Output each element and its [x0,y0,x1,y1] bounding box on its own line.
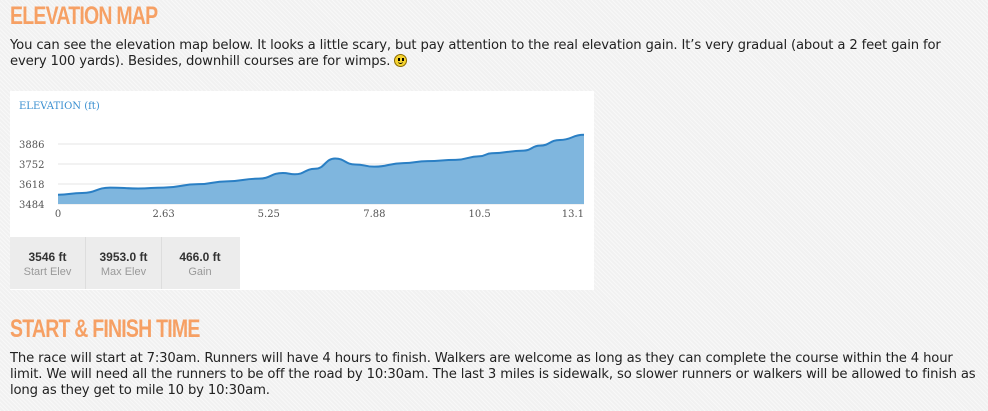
x-tick-label: 7.88 [363,209,385,220]
x-tick-label: 0 [55,209,61,220]
chart-title: ELEVATION (ft) [19,101,100,112]
elevation-chart: ELEVATION (ft) 3484 3618 3752 3886 0 2.63 5.25… [10,91,594,290]
start-finish-heading: START & FINISH TIME [10,315,200,343]
chart-svg: 3484 3618 3752 3886 0 2.63 5.25 7.88 10.5 13.1 [19,133,585,220]
x-tick-label: 5.25 [258,209,280,220]
x-tick-label: 13.1 [562,209,584,220]
stat-label: Max Elev [100,266,147,278]
x-tick-label: 2.63 [152,209,174,220]
elevation-line [57,133,585,196]
intro-text: You can see the elevation map below. It … [10,38,941,69]
stat-start-elev: 3546 ft Start Elev [10,237,86,289]
x-tick-label: 10.5 [468,209,490,220]
stat-gain: 466.0 ft Gain [162,237,238,289]
y-tick-label: 3886 [19,140,44,151]
smiley-icon [394,54,408,67]
y-tick-label: 3752 [19,160,44,171]
stat-value: 466.0 ft [179,250,221,264]
stats-bar: 3546 ft Start Elev 3953.0 ft Max Elev 466.… [10,237,240,289]
elevation-heading: ELEVATION MAP [10,2,158,30]
elevation-area [58,134,584,204]
stat-label: Start Elev [23,266,72,278]
stat-max-elev: 3953.0 ft Max Elev [86,237,162,289]
start-finish-text: The race will start at 7:30am. Runners w… [10,351,976,398]
stat-value: 3546 ft [28,250,67,264]
elevation-intro: You can see the elevation map below. It … [10,38,978,70]
stat-value: 3953.0 ft [99,250,148,264]
y-tick-label: 3618 [19,180,44,191]
stat-label: Gain [188,266,212,278]
y-tick-label: 3484 [19,200,44,211]
